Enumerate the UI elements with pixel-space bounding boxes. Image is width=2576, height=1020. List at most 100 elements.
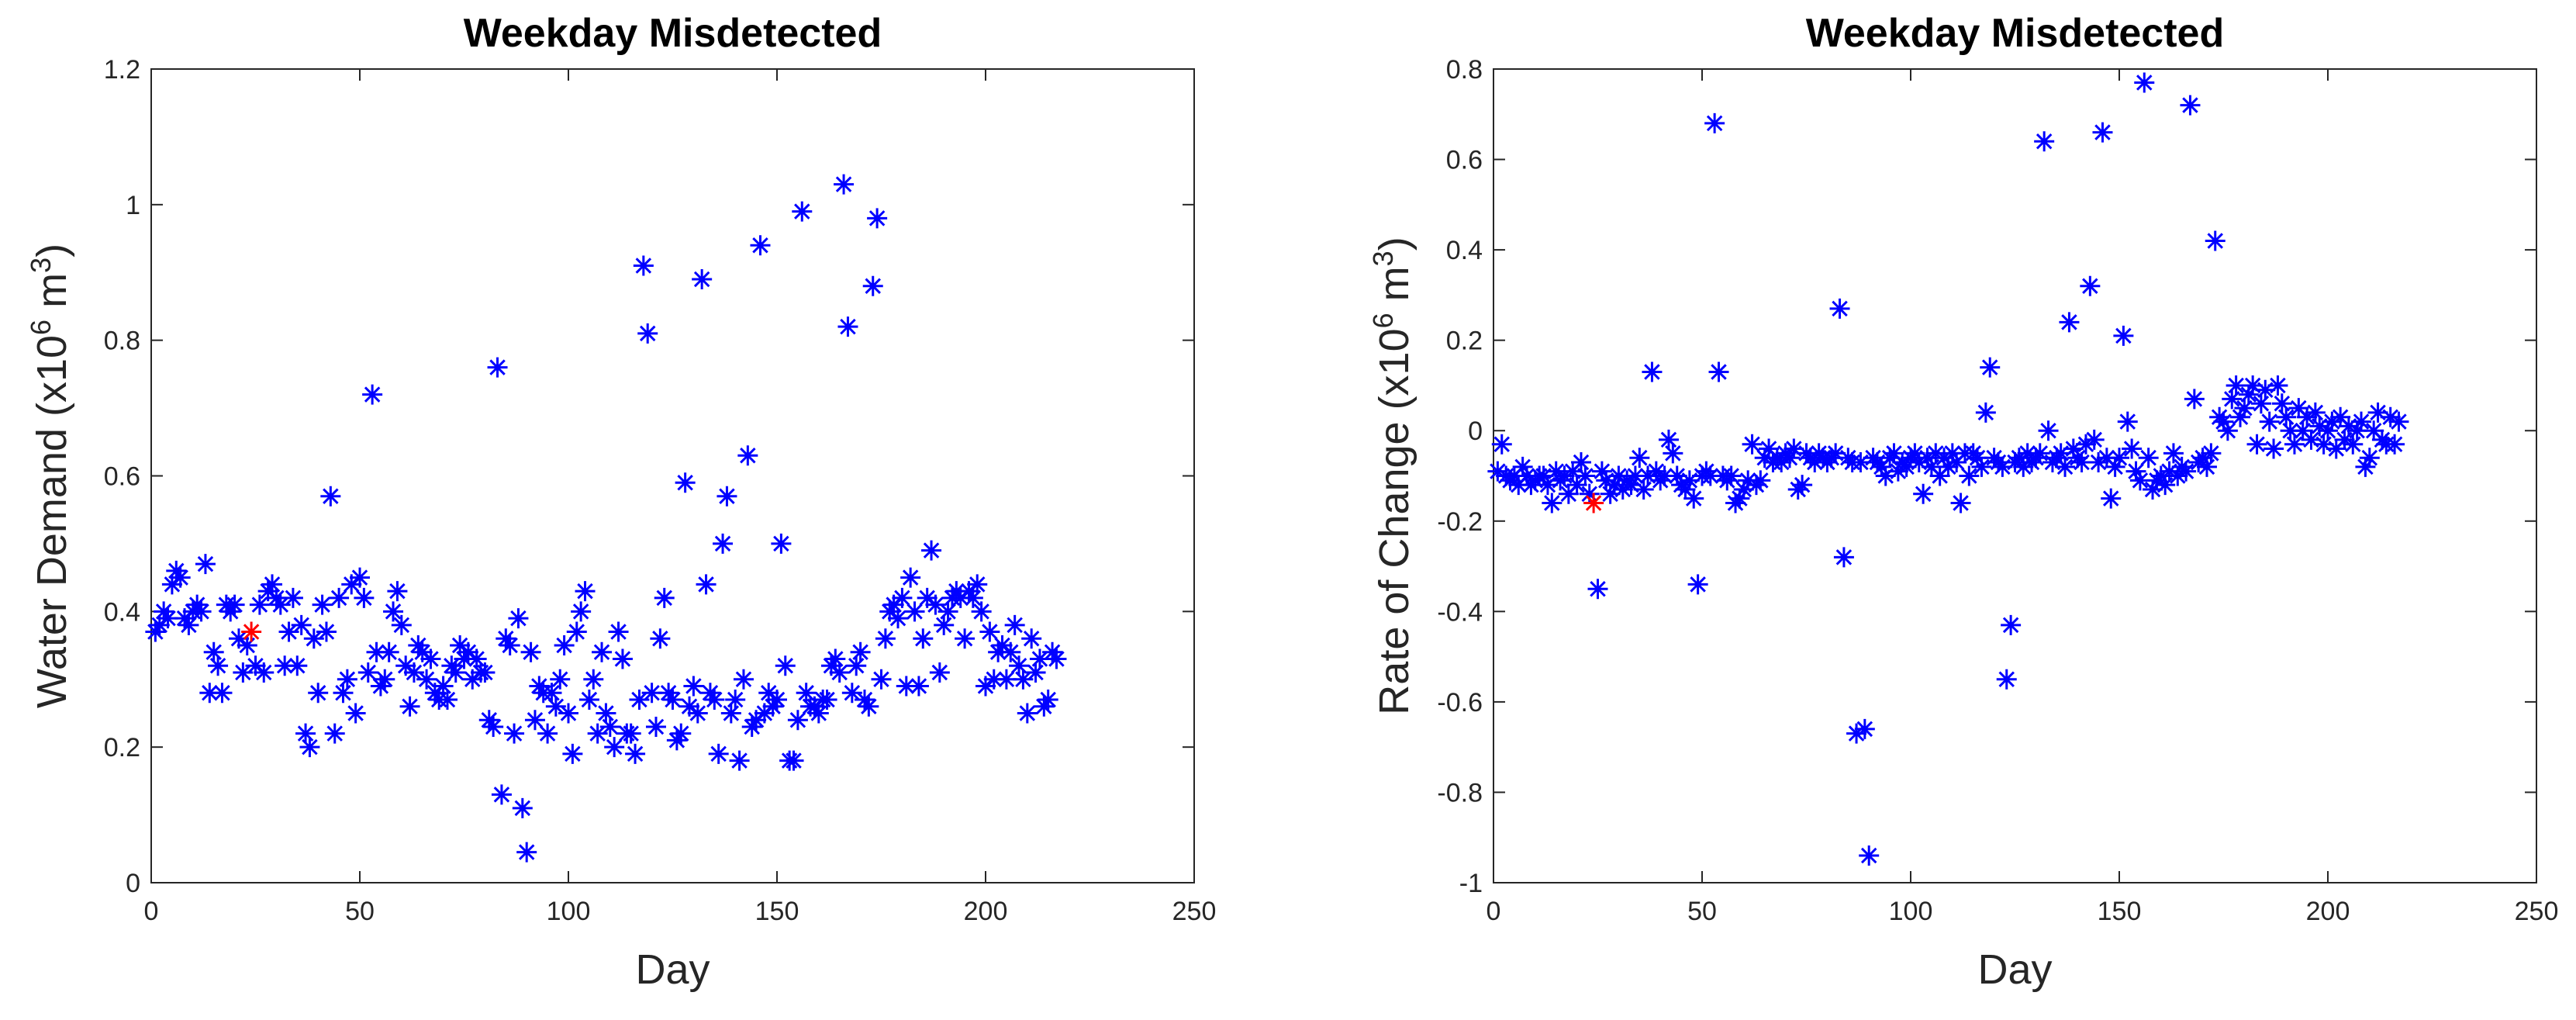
data-point xyxy=(2318,420,2338,441)
data-point xyxy=(424,683,445,704)
data-point xyxy=(254,662,275,683)
data-point xyxy=(1604,475,1625,496)
data-point xyxy=(2159,461,2180,482)
data-point xyxy=(934,614,955,635)
data-point xyxy=(2180,95,2201,116)
data-point xyxy=(350,567,370,588)
data-point xyxy=(2259,411,2280,432)
data-point xyxy=(2071,452,2092,473)
data-point xyxy=(1996,669,2017,690)
data-point xyxy=(1025,662,1046,683)
data-point xyxy=(2364,420,2384,441)
data-point xyxy=(1600,483,1621,504)
data-point xyxy=(975,676,996,697)
data-point xyxy=(704,689,725,710)
x-axis-label: Day xyxy=(1977,946,2052,993)
data-point xyxy=(904,601,925,622)
data-point xyxy=(1629,448,1650,469)
data-point xyxy=(2196,456,2217,477)
data-point xyxy=(178,614,199,635)
data-point xyxy=(2326,438,2346,459)
data-point xyxy=(2176,461,2197,482)
data-point xyxy=(2230,406,2251,427)
data-point xyxy=(837,316,858,337)
y-tick-label: 0.8 xyxy=(104,327,140,356)
data-point xyxy=(1779,448,1800,469)
y-axis-label-part: m xyxy=(29,273,75,320)
data-point xyxy=(666,730,687,751)
data-point xyxy=(1946,452,1967,473)
data-point xyxy=(1850,452,1871,473)
data-point xyxy=(2113,325,2134,346)
data-point xyxy=(1934,448,1955,469)
data-point xyxy=(1021,628,1042,649)
data-point xyxy=(233,662,254,683)
data-point xyxy=(224,594,245,615)
data-point xyxy=(2029,443,2050,464)
data-point xyxy=(2075,434,2096,455)
data-point xyxy=(625,743,646,764)
data-point xyxy=(437,689,458,710)
data-point xyxy=(1633,479,1654,500)
data-point xyxy=(2280,420,2301,441)
data-point xyxy=(996,669,1017,690)
data-point xyxy=(971,601,992,622)
data-point xyxy=(416,669,437,690)
data-point xyxy=(287,655,308,676)
data-point xyxy=(1750,470,1771,491)
y-tick-label: 0.6 xyxy=(1446,146,1483,175)
data-point xyxy=(1833,547,1854,568)
data-point xyxy=(2167,465,2188,486)
data-point xyxy=(867,208,888,229)
data-point xyxy=(2334,429,2355,450)
data-point xyxy=(2034,131,2055,152)
data-point xyxy=(1825,443,1846,464)
data-point xyxy=(2301,429,2322,450)
data-point xyxy=(1784,438,1804,459)
data-point xyxy=(2213,411,2234,432)
data-point xyxy=(1887,461,1908,482)
data-point xyxy=(466,648,487,669)
data-point xyxy=(299,737,320,758)
data-point xyxy=(2001,614,2022,635)
data-point xyxy=(612,648,633,669)
data-point xyxy=(737,445,758,466)
data-point xyxy=(1563,461,1583,482)
data-point xyxy=(917,587,938,608)
data-point xyxy=(1666,465,1687,486)
data-point xyxy=(2008,448,2029,469)
data-point xyxy=(212,683,233,704)
data-point xyxy=(1896,456,1917,477)
data-point xyxy=(420,648,441,669)
data-point xyxy=(908,676,929,697)
data-point xyxy=(983,669,1004,690)
data-point xyxy=(303,628,324,649)
data-point xyxy=(592,641,613,662)
data-point xyxy=(329,587,350,608)
y-axis-label-part: m xyxy=(1371,266,1417,313)
data-point xyxy=(2267,375,2288,396)
data-point xyxy=(1608,465,1629,486)
data-point xyxy=(637,323,658,344)
data-point xyxy=(245,655,266,676)
y-axis-label-part: ) xyxy=(29,244,75,258)
data-point xyxy=(583,669,604,690)
data-point xyxy=(992,635,1013,656)
data-point xyxy=(154,601,174,622)
data-point xyxy=(817,689,837,710)
data-point xyxy=(2129,470,2150,491)
data-point xyxy=(354,587,375,608)
data-point xyxy=(979,621,1000,642)
data-point xyxy=(896,676,917,697)
data-point xyxy=(2143,479,2163,500)
data-point xyxy=(2255,379,2276,400)
data-point xyxy=(1967,448,1988,469)
data-point xyxy=(2305,402,2326,423)
data-point xyxy=(1917,448,1938,469)
data-point xyxy=(454,648,475,669)
data-point xyxy=(633,255,654,276)
data-point xyxy=(1645,461,1666,482)
data-point xyxy=(2096,448,2117,469)
data-point xyxy=(203,641,224,662)
data-point xyxy=(537,723,558,744)
